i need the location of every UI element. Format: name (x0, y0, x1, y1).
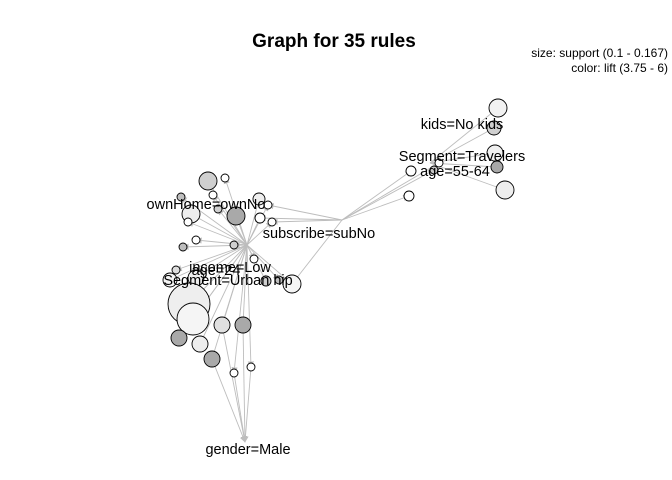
rule-node (249, 254, 259, 264)
item-label-age5564: age=55-64 (420, 164, 490, 180)
rule-node (488, 98, 508, 118)
rule-edge (341, 194, 410, 221)
item-label-income: income=Low (189, 260, 271, 276)
rule-edge (246, 244, 280, 281)
rule-node (405, 165, 417, 177)
rule-node (403, 190, 415, 202)
rule-edge (246, 244, 293, 285)
rule-node (178, 242, 188, 252)
rule-node (183, 217, 193, 227)
rule-edge (429, 127, 495, 164)
rule-edge (242, 366, 252, 443)
rule-node (246, 362, 256, 372)
rule-edge (246, 244, 267, 282)
rule-node (260, 275, 272, 287)
rule-edge (217, 208, 248, 246)
rule-node (234, 316, 252, 334)
item-label-segurban: Segment=Urban hip (163, 273, 292, 289)
rule-node (213, 204, 223, 214)
rule-node (208, 190, 218, 200)
rule-node (226, 206, 246, 226)
rule-edge (211, 358, 246, 443)
rule-node (162, 272, 178, 288)
rule-node (495, 180, 515, 200)
rule-edge (271, 218, 343, 225)
rule-node (263, 200, 273, 210)
rule-edge (195, 244, 248, 279)
rule-node (252, 192, 266, 206)
rule-edge (341, 162, 440, 221)
rule-node (191, 235, 201, 245)
rule-edge (190, 213, 248, 246)
rule-node (490, 160, 504, 174)
chart-title: Graph for 35 rules (252, 31, 416, 52)
rule-node (170, 329, 188, 347)
legend-color: color: lift (3.75 - 6) (571, 61, 668, 75)
item-label-age24: age=24 (192, 263, 241, 279)
rule-edge (187, 221, 248, 246)
item-label-gender: gender=Male (205, 442, 290, 458)
rule-node (254, 212, 266, 224)
rule-edge (341, 170, 412, 221)
rule-node (213, 316, 231, 334)
rule-edge (429, 162, 506, 192)
rule-node (267, 217, 277, 227)
rule-node (198, 171, 218, 191)
rule-edge (240, 244, 248, 326)
rule-node (176, 192, 186, 202)
rule-edge (169, 244, 248, 281)
rule-node (429, 165, 439, 175)
rule-edge (210, 244, 248, 360)
rule-node (229, 240, 239, 250)
legend-size: size: support (0.1 - 0.167) (531, 46, 668, 60)
rule-node (220, 173, 230, 183)
rule-node (282, 274, 302, 294)
item-label-segtrav: Segment=Travelers (399, 149, 525, 165)
rule-edge (341, 169, 435, 221)
rule-edge (221, 324, 247, 443)
rule-node (176, 302, 210, 336)
rule-edge (241, 324, 249, 443)
item-label-ownhome: ownHome=ownNo (147, 197, 266, 213)
rule-edge (246, 221, 273, 246)
rule-edge (246, 244, 254, 368)
rule-node (229, 368, 239, 378)
rule-edge (199, 244, 248, 345)
rule-edge (429, 107, 499, 164)
rule-edge (267, 203, 343, 221)
rule-node (191, 335, 209, 353)
rule-edge (246, 198, 261, 246)
rule-edge (195, 237, 248, 246)
rule-edge (291, 219, 343, 285)
item-label-subscribe: subscribe=subNo (263, 226, 375, 242)
item-label-kids: kids=No kids (421, 117, 504, 133)
rule-nodes (162, 98, 515, 378)
rule-edge (231, 244, 248, 374)
rule-node (203, 350, 221, 368)
rule-node (171, 265, 181, 275)
rule-node (434, 158, 444, 168)
rule-node (486, 120, 502, 136)
rule-node (274, 275, 284, 285)
